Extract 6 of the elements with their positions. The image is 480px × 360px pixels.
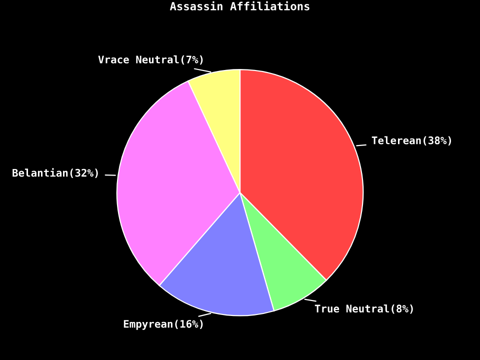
chart-title: Assassin Affiliations <box>170 1 310 10</box>
slice-label: Vrace Neutral(7%) <box>98 55 203 65</box>
slice-label: Belantian(32%) <box>12 168 98 178</box>
slice-label: True Neutral(8%) <box>314 304 413 314</box>
slice-label: Empyrean(16%) <box>124 320 203 330</box>
slice-label: Telerean(38%) <box>372 136 452 146</box>
